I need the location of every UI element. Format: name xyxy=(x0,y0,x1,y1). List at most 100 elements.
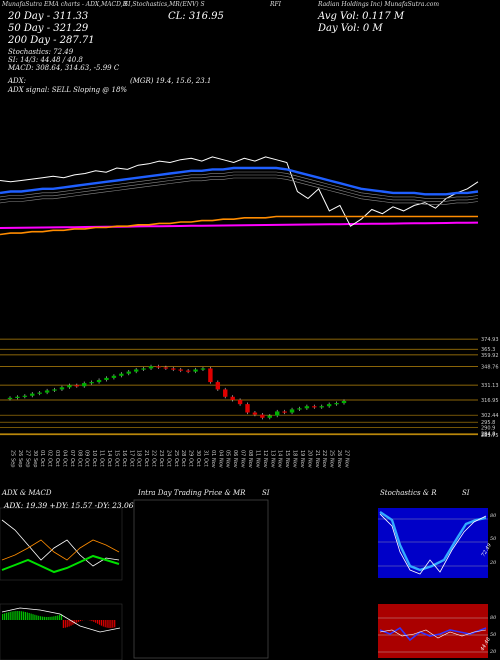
macd-histogram-bar xyxy=(28,612,30,620)
ema-line-0 xyxy=(0,156,479,227)
header-top-mid2: (ENV) S xyxy=(180,1,205,8)
macd-histogram-bar xyxy=(91,620,93,622)
x-tick-label: 01 Oct xyxy=(39,450,45,467)
macd-histogram-bar xyxy=(41,616,44,620)
macd-histogram-bar xyxy=(3,613,6,620)
x-tick-label: 25 Sep xyxy=(10,450,16,467)
x-tick-label: 04 Oct xyxy=(61,450,67,467)
x-tick-label: 08 Nov xyxy=(247,450,253,468)
header-top-left: MunafaSutra EMA charts - ADX,MACD,R xyxy=(2,1,128,8)
price-level-label: 295.8 xyxy=(481,420,495,426)
adx-detail-label: (MGR) 19.4, 15.6, 23.1 xyxy=(130,77,212,85)
x-tick-label: 05 Nov xyxy=(225,450,231,468)
x-tick-label: 13 Nov xyxy=(269,450,275,468)
stoch-tick-20: 20 xyxy=(490,560,497,566)
x-tick-label: 14 Nov xyxy=(277,450,283,468)
price-level-label: 331.13 xyxy=(481,383,499,389)
candle-body xyxy=(334,403,339,405)
candle-body xyxy=(178,369,183,371)
macd-histogram-bar xyxy=(21,611,23,620)
stoch-si: SI xyxy=(462,489,470,497)
macd-histogram-bar xyxy=(97,620,99,624)
candle-body xyxy=(312,406,317,408)
x-tick-label: 08 Oct xyxy=(76,450,82,467)
macd-line xyxy=(1,607,121,633)
x-tick-label: 22 Oct xyxy=(151,450,157,467)
x-tick-label: 17 Oct xyxy=(128,450,134,467)
candle-body xyxy=(148,366,154,369)
macd-histogram-bar xyxy=(66,620,68,628)
macd-histogram-bar xyxy=(15,611,17,620)
candle-body xyxy=(163,367,169,369)
band-line-1 xyxy=(0,174,479,202)
candle-body xyxy=(59,387,65,390)
ema-layer xyxy=(0,156,479,236)
candle-body xyxy=(111,375,117,378)
macd-histogram-bar xyxy=(38,615,40,620)
x-tick-label: 22 Nov xyxy=(321,450,327,468)
adx-label: ADX: xyxy=(8,77,27,85)
header-top-right: Radian Holdings Inc) MunafaSutra.com xyxy=(318,1,440,8)
macd-histogram-bar xyxy=(17,611,19,620)
x-tick-label: 27 Nov xyxy=(344,450,350,468)
macd-histogram-bar xyxy=(53,616,55,620)
x-tick-label: 04 Nov xyxy=(217,450,223,468)
stoch-label: Stochastics: 72.49 xyxy=(8,48,74,56)
candle-body xyxy=(260,414,265,418)
macd-histogram-bar xyxy=(19,611,21,620)
candle-body xyxy=(230,396,235,400)
candle-body xyxy=(15,396,20,398)
candle-body xyxy=(200,368,206,370)
candle-body xyxy=(267,415,272,418)
candle-body xyxy=(37,392,42,394)
candle-body xyxy=(67,385,72,388)
header-top-mid1: SI,Stochastics,MR xyxy=(124,1,180,8)
macd-histogram-bar xyxy=(95,620,97,623)
intraday-title: Intra Day Trading Price & MR xyxy=(138,489,246,497)
candle-body xyxy=(319,406,324,408)
candle-body xyxy=(156,366,161,368)
avg-vol-label: Avg Vol: 0.117 M xyxy=(318,11,405,22)
candle-body xyxy=(341,400,347,404)
macd-histogram-bar xyxy=(93,620,95,622)
mr-line xyxy=(379,629,487,639)
x-tick-label: 12 Nov xyxy=(262,450,268,468)
macd-histogram-bar xyxy=(104,620,106,628)
macd-histogram-bar xyxy=(51,616,53,620)
stoch-tick-80: 80 xyxy=(490,513,497,519)
macd-histogram-bar xyxy=(62,620,64,628)
macd-histogram-bar xyxy=(49,616,51,620)
candle-body xyxy=(275,411,280,416)
price-level-layer xyxy=(0,338,478,436)
macd-histogram-bar xyxy=(34,614,36,620)
macd-histogram-bar xyxy=(24,611,26,620)
x-tick-label: 07 Nov xyxy=(240,450,246,468)
macd-histogram-bar xyxy=(74,620,76,624)
x-tick-label: 25 Nov xyxy=(329,450,335,468)
macd-histogram-bar xyxy=(26,612,28,620)
price-level-label: 283.75 xyxy=(481,433,499,439)
rsi-line xyxy=(379,626,487,642)
macd-label: MACD: 308.64, 314.63, -5.99 C xyxy=(8,64,120,72)
candle-body xyxy=(326,404,332,407)
macd-histogram-bar xyxy=(98,620,101,625)
adx-signal-label: ADX signal: SELL Sloping @ 18% xyxy=(8,86,128,94)
stoch-d-line xyxy=(379,513,487,575)
rsi-tick-50: 50 xyxy=(490,632,497,638)
ema20-label: 20 Day - 311.33 xyxy=(8,11,89,22)
candle-body xyxy=(7,397,13,400)
header-top-mid3: RFI xyxy=(270,1,282,8)
day-vol-label: Day Vol: 0 M xyxy=(318,23,383,34)
adx-line-2 xyxy=(1,554,120,574)
price-level-label: 302.44 xyxy=(481,413,499,419)
macd-histogram-bar xyxy=(55,615,57,620)
macd-histogram-bar xyxy=(68,620,70,627)
x-axis-labels: 25 Sep 26 Sep 27 Sep 30 Sep 01 Oct 02 Oct 03 O… xyxy=(10,450,350,468)
x-tick-label: 25 Oct xyxy=(173,450,179,467)
macd-histogram-bar xyxy=(79,620,82,622)
macd-histogram-bar xyxy=(112,620,114,628)
candle-body xyxy=(82,383,87,387)
macd-histogram-bar xyxy=(59,614,61,620)
